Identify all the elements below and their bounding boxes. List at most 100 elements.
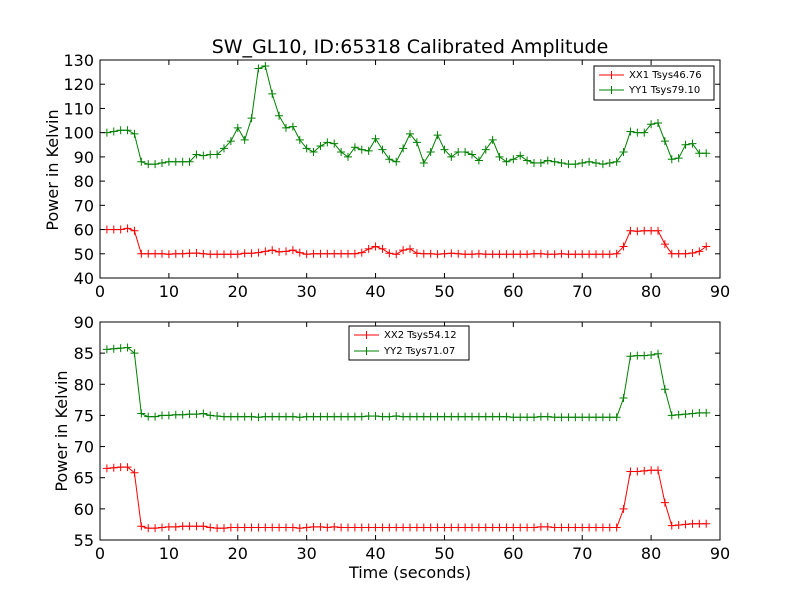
data-point-xx1 — [433, 250, 442, 259]
data-point-xx2 — [571, 523, 580, 532]
data-point-yy1 — [571, 160, 580, 169]
data-point-xx2 — [509, 523, 518, 532]
data-point-yy1 — [171, 157, 180, 166]
data-point-xx2 — [619, 504, 628, 513]
data-point-xx1 — [461, 250, 470, 259]
data-point-yy2 — [330, 412, 339, 421]
data-point-xx2 — [371, 523, 380, 532]
data-point-xx2 — [674, 521, 683, 530]
data-point-yy2 — [647, 351, 656, 360]
data-point-yy2 — [350, 412, 359, 421]
data-point-yy2 — [502, 412, 511, 421]
data-point-xx1 — [509, 250, 518, 259]
data-point-yy2 — [378, 412, 387, 421]
data-point-xx2 — [233, 523, 242, 532]
data-point-yy2 — [158, 411, 166, 420]
data-point-xx1 — [123, 224, 132, 233]
data-point-yy1 — [302, 144, 311, 153]
data-point-yy1 — [454, 148, 463, 157]
data-point-xx2 — [330, 522, 339, 531]
data-point-xx2 — [275, 523, 284, 532]
data-point-yy1 — [592, 158, 600, 167]
x-tick-label: 60 — [503, 544, 523, 563]
data-point-yy1 — [536, 158, 545, 167]
data-point-xx1 — [185, 249, 194, 258]
data-point-xx2 — [433, 523, 442, 532]
data-point-yy1 — [433, 131, 442, 140]
data-point-yy2 — [137, 409, 146, 418]
data-point-xx1 — [536, 249, 545, 258]
data-point-yy1 — [488, 135, 497, 144]
data-point-xx1 — [392, 250, 401, 259]
bottom-axis-ticks: 0 10 20 30 40 50 60 70 80 90 55 60 65 70 75 80 85 90 — [74, 313, 731, 563]
data-point-xx2 — [550, 523, 559, 532]
data-point-xx2 — [688, 519, 697, 528]
data-point-xx1 — [592, 250, 600, 259]
data-point-xx2 — [309, 522, 318, 531]
data-point-xx2 — [605, 523, 614, 532]
data-point-yy2 — [468, 412, 476, 421]
data-point-xx1 — [695, 247, 704, 256]
data-point-xx2 — [474, 523, 483, 532]
data-point-yy2 — [102, 345, 111, 354]
data-point-yy2 — [399, 412, 408, 421]
data-point-xx2 — [557, 523, 566, 532]
y-tick-label: 60 — [74, 500, 94, 519]
y-tick-label: 80 — [74, 172, 94, 191]
legend-label-yy1: YY1 Tsys79.10 — [628, 85, 700, 96]
data-point-yy1 — [557, 158, 566, 167]
data-point-yy1 — [419, 158, 428, 167]
data-point-xx2 — [495, 523, 504, 532]
x-tick-label: 80 — [641, 544, 661, 563]
data-point-yy2 — [337, 412, 346, 421]
data-point-xx2 — [109, 463, 118, 472]
data-point-xx1 — [523, 250, 532, 259]
data-point-xx2 — [261, 523, 270, 532]
data-point-xx1 — [667, 249, 676, 258]
x-tick-label: 30 — [296, 544, 316, 563]
data-point-xx1 — [688, 249, 697, 258]
top-axis-ticks: 0 10 20 30 40 50 60 70 80 90 40 50 60 70 80 90 100 110 120… — [63, 51, 730, 301]
data-point-yy2 — [433, 412, 442, 421]
data-point-xx1 — [240, 249, 249, 258]
data-point-xx2 — [158, 523, 166, 532]
data-point-yy1 — [316, 141, 325, 150]
data-point-xx2 — [357, 523, 366, 532]
y-tick-label: 90 — [74, 148, 94, 167]
data-point-yy2 — [309, 412, 318, 421]
data-point-xx1 — [412, 249, 421, 258]
data-point-xx1 — [288, 246, 297, 255]
y-tick-label: 80 — [74, 375, 94, 394]
data-point-xx1 — [295, 248, 304, 257]
data-point-xx2 — [468, 523, 476, 532]
legend-marker-xx1 — [607, 71, 616, 79]
data-point-xx2 — [592, 523, 600, 532]
data-point-yy1 — [378, 145, 387, 154]
data-point-yy1 — [137, 157, 146, 166]
data-point-yy2 — [654, 349, 662, 358]
data-point-yy2 — [592, 413, 600, 422]
data-point-yy1 — [564, 160, 573, 169]
data-point-yy2 — [419, 412, 428, 421]
data-point-xx1 — [702, 242, 711, 251]
data-point-yy2 — [474, 412, 483, 421]
data-point-yy2 — [585, 413, 594, 422]
data-point-yy2 — [667, 411, 676, 420]
data-point-yy2 — [440, 412, 449, 421]
data-point-yy1 — [247, 114, 256, 123]
data-point-xx1 — [516, 250, 525, 259]
data-point-yy2 — [220, 412, 228, 421]
data-point-yy1 — [523, 156, 532, 165]
data-point-xx2 — [254, 523, 263, 532]
data-point-yy1 — [543, 156, 552, 165]
data-point-xx1 — [660, 240, 669, 249]
data-point-yy2 — [523, 413, 532, 422]
bottom-series-lines — [102, 343, 711, 533]
data-point-yy1 — [364, 146, 373, 155]
data-point-xx1 — [654, 226, 662, 235]
data-point-xx2 — [226, 523, 235, 532]
data-point-xx2 — [288, 523, 297, 532]
data-point-yy2 — [226, 412, 235, 421]
data-point-xx2 — [440, 523, 449, 532]
data-point-yy1 — [612, 157, 621, 166]
